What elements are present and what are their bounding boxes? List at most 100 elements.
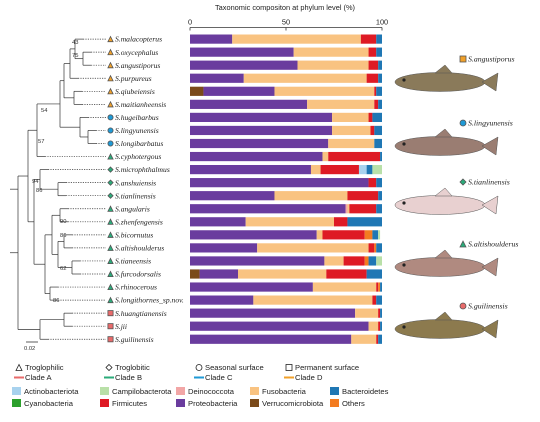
bar-segment-bacteroidetes bbox=[380, 282, 382, 292]
bar-segment-bacteroidetes bbox=[376, 243, 382, 253]
bootstrap-label: 90 bbox=[60, 219, 66, 225]
fish-body bbox=[394, 72, 486, 92]
species-marker bbox=[107, 296, 114, 304]
bar-segment-proteobacteria bbox=[190, 191, 275, 201]
bar-segment-others bbox=[364, 256, 369, 266]
bar-segment-firmicutes bbox=[360, 34, 377, 44]
bar-segment-fusobacteria bbox=[368, 321, 379, 331]
species-marker bbox=[107, 179, 114, 186]
bar-segment-firmicutes bbox=[370, 125, 375, 136]
bar-segment-firmicutes bbox=[376, 334, 379, 344]
bar-segment-bacteroidetes bbox=[376, 34, 382, 44]
legend-phylum-label: Firmicutes bbox=[112, 399, 147, 408]
species-label: S.malacopterus bbox=[115, 35, 162, 44]
fish-fin bbox=[434, 249, 453, 259]
bar-segment-firmicutes bbox=[374, 86, 377, 96]
species-marker bbox=[107, 140, 114, 147]
bar-segment-bacteroidetes bbox=[376, 295, 382, 305]
fish-marker bbox=[459, 55, 467, 63]
bar-segment-bacteroidetes bbox=[376, 204, 382, 214]
bar-segment-firmicutes bbox=[334, 217, 348, 227]
bar-segment-firmicutes bbox=[326, 269, 367, 279]
legend-group-label: Troglobitic bbox=[115, 363, 150, 372]
bar-segment-proteobacteria bbox=[190, 256, 325, 266]
species-marker bbox=[107, 257, 114, 264]
bar-segment-fusobacteria bbox=[274, 191, 348, 201]
fish-body bbox=[394, 195, 486, 215]
bootstrap-label: 54 bbox=[41, 108, 48, 114]
fish-marker bbox=[459, 240, 467, 248]
fish-label: S.tianlinensis bbox=[468, 178, 510, 187]
bar-segment-proteobacteria bbox=[190, 165, 311, 175]
bar-segment-bacteroidetes bbox=[376, 86, 382, 96]
species-labels: S.malacopterus S.oxycephalus S.angustiporu… bbox=[107, 35, 184, 344]
species-label: S.qiubeiensis bbox=[115, 87, 155, 96]
fish-tail bbox=[481, 319, 499, 339]
species-label: S.longibarbatus bbox=[115, 139, 163, 148]
bar-segment-actinobacteriota bbox=[358, 165, 367, 175]
species-marker bbox=[107, 283, 114, 291]
fish-body bbox=[394, 257, 486, 277]
legend-swatch bbox=[100, 399, 109, 407]
bar-segment-proteobacteria bbox=[190, 112, 333, 122]
bar-segment-firmicutes bbox=[368, 178, 377, 188]
bar-segment-proteobacteria bbox=[190, 321, 369, 331]
bar-segment-bacteroidetes bbox=[366, 269, 382, 279]
fish-eye bbox=[402, 325, 406, 329]
legend-phylum-label: Others bbox=[342, 399, 365, 408]
legend-phylum-label: Bacteroidetes bbox=[342, 387, 389, 396]
species-marker bbox=[107, 166, 114, 173]
bar-segment-bacteroidetes bbox=[378, 99, 382, 109]
bar-segment-bacteroidetes bbox=[368, 256, 377, 266]
bar-segment-fusobacteria bbox=[253, 295, 373, 305]
species-label: S.furcodorsalis bbox=[115, 270, 161, 279]
legend-clade-label: Clade A bbox=[25, 373, 53, 382]
species-marker bbox=[107, 205, 114, 212]
fish-fin bbox=[434, 311, 453, 321]
bar-segment-proteobacteria bbox=[190, 73, 244, 83]
bar-segment-proteobacteria bbox=[190, 47, 294, 57]
bar-segment-fusobacteria bbox=[351, 334, 377, 344]
bar-segment-proteobacteria bbox=[190, 295, 254, 305]
bar-segment-bacteroidetes bbox=[378, 73, 382, 83]
bar-segment-proteobacteria bbox=[190, 308, 356, 318]
species-label: S.zhenfengensis bbox=[115, 217, 163, 226]
bootstrap-label: 62 bbox=[60, 266, 66, 272]
bar-segment-proteobacteria bbox=[190, 282, 313, 292]
legend-phylum-label: Verrucomicrobiota bbox=[262, 399, 324, 408]
bar-segment-bacteroidetes bbox=[378, 60, 382, 70]
bar-segment-proteobacteria bbox=[190, 60, 298, 70]
species-marker bbox=[107, 87, 114, 95]
species-label: S.maitianheensis bbox=[115, 100, 166, 109]
fish-illustration: S.angustiporus bbox=[394, 55, 515, 92]
species-label: S.purpureus bbox=[115, 74, 152, 83]
species-label: S.lingyunensis bbox=[115, 126, 159, 135]
species-marker bbox=[107, 74, 114, 82]
triangle-icon bbox=[15, 363, 23, 371]
fish-label: S.angustiporus bbox=[468, 55, 515, 64]
legend-swatch bbox=[12, 387, 21, 395]
bar-segment-firmicutes bbox=[368, 243, 375, 253]
fish-marker bbox=[459, 302, 467, 310]
bar-segment-bacteroidetes bbox=[374, 138, 382, 149]
bar-segment-proteobacteria bbox=[190, 99, 308, 109]
species-marker bbox=[107, 48, 114, 56]
bar-segment-firmicutes bbox=[378, 321, 381, 331]
legend-phylum-label: Deinococcota bbox=[188, 387, 235, 396]
bar-segment-proteobacteria bbox=[203, 86, 275, 96]
fish-marker bbox=[459, 178, 467, 186]
legend-group-label: Troglophilic bbox=[25, 363, 64, 372]
species-marker bbox=[107, 323, 114, 330]
bar-segment-campilobacterota bbox=[378, 230, 381, 240]
bar-segment-bacteroidetes bbox=[378, 191, 382, 201]
species-label: S.guilinensis bbox=[115, 335, 154, 344]
bar-segment-firmicutes bbox=[343, 256, 365, 266]
species-marker bbox=[107, 218, 114, 225]
bar-segment-firmicutes bbox=[374, 99, 379, 109]
bar-segment-fusobacteria bbox=[293, 47, 369, 57]
species-marker bbox=[107, 336, 114, 343]
fish-illustration: S.lingyunensis bbox=[394, 119, 513, 156]
fish-fin bbox=[434, 128, 453, 138]
species-label: S.angustiporus bbox=[115, 61, 160, 70]
bar-segment-bacteroidetes bbox=[376, 47, 382, 57]
